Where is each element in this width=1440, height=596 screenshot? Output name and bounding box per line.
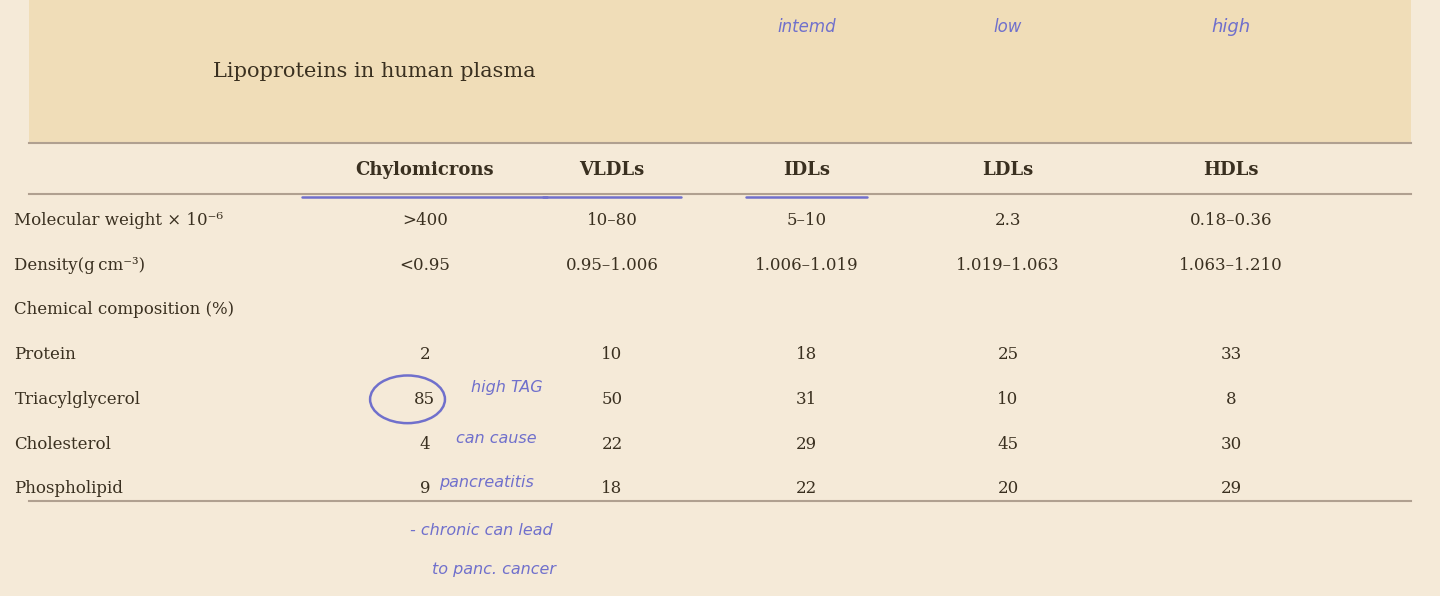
- Text: Protein: Protein: [14, 346, 76, 363]
- Text: >400: >400: [402, 212, 448, 229]
- Text: 8: 8: [1225, 391, 1237, 408]
- Text: - chronic can lead: - chronic can lead: [410, 523, 553, 538]
- Text: Phospholipid: Phospholipid: [14, 480, 124, 497]
- Text: 20: 20: [998, 480, 1018, 497]
- Text: 1.063–1.210: 1.063–1.210: [1179, 257, 1283, 274]
- Text: 10: 10: [998, 391, 1018, 408]
- Text: 18: 18: [796, 346, 816, 363]
- Text: 10–80: 10–80: [586, 212, 638, 229]
- Text: 33: 33: [1221, 346, 1241, 363]
- Text: Chemical composition (%): Chemical composition (%): [14, 302, 235, 318]
- Text: Cholesterol: Cholesterol: [14, 436, 111, 452]
- Text: Lipoproteins in human plasma: Lipoproteins in human plasma: [213, 62, 536, 81]
- Text: 9: 9: [419, 480, 431, 497]
- Text: 31: 31: [796, 391, 816, 408]
- Text: 45: 45: [998, 436, 1018, 452]
- Text: 10: 10: [602, 346, 622, 363]
- Text: 22: 22: [796, 480, 816, 497]
- Text: 25: 25: [998, 346, 1018, 363]
- Text: intemd: intemd: [778, 18, 835, 36]
- Text: Triacylglycerol: Triacylglycerol: [14, 391, 141, 408]
- Text: 50: 50: [602, 391, 622, 408]
- Text: high: high: [1211, 18, 1251, 36]
- Text: 30: 30: [1221, 436, 1241, 452]
- Text: to panc. cancer: to panc. cancer: [432, 561, 556, 577]
- Text: VLDLs: VLDLs: [579, 161, 645, 179]
- Text: 5–10: 5–10: [786, 212, 827, 229]
- Text: 22: 22: [602, 436, 622, 452]
- Text: <0.95: <0.95: [399, 257, 451, 274]
- FancyBboxPatch shape: [29, 0, 1411, 143]
- Text: 2.3: 2.3: [995, 212, 1021, 229]
- Text: 29: 29: [796, 436, 816, 452]
- Text: 0.95–1.006: 0.95–1.006: [566, 257, 658, 274]
- Text: IDLs: IDLs: [783, 161, 829, 179]
- Text: low: low: [994, 18, 1022, 36]
- Text: Density(g cm⁻³): Density(g cm⁻³): [14, 257, 145, 274]
- Text: 1.006–1.019: 1.006–1.019: [755, 257, 858, 274]
- Text: 0.18–0.36: 0.18–0.36: [1189, 212, 1273, 229]
- Text: Molecular weight × 10⁻⁶: Molecular weight × 10⁻⁶: [14, 212, 223, 229]
- Text: 1.019–1.063: 1.019–1.063: [956, 257, 1060, 274]
- Text: can cause: can cause: [456, 430, 537, 446]
- Text: 29: 29: [1221, 480, 1241, 497]
- Text: HDLs: HDLs: [1204, 161, 1259, 179]
- Text: LDLs: LDLs: [982, 161, 1034, 179]
- Text: Chylomicrons: Chylomicrons: [356, 161, 494, 179]
- Text: pancreatitis: pancreatitis: [439, 475, 534, 491]
- Text: 18: 18: [602, 480, 622, 497]
- Text: 4: 4: [419, 436, 431, 452]
- Text: 2: 2: [419, 346, 431, 363]
- Text: high TAG: high TAG: [471, 380, 543, 395]
- Text: 85: 85: [415, 391, 435, 408]
